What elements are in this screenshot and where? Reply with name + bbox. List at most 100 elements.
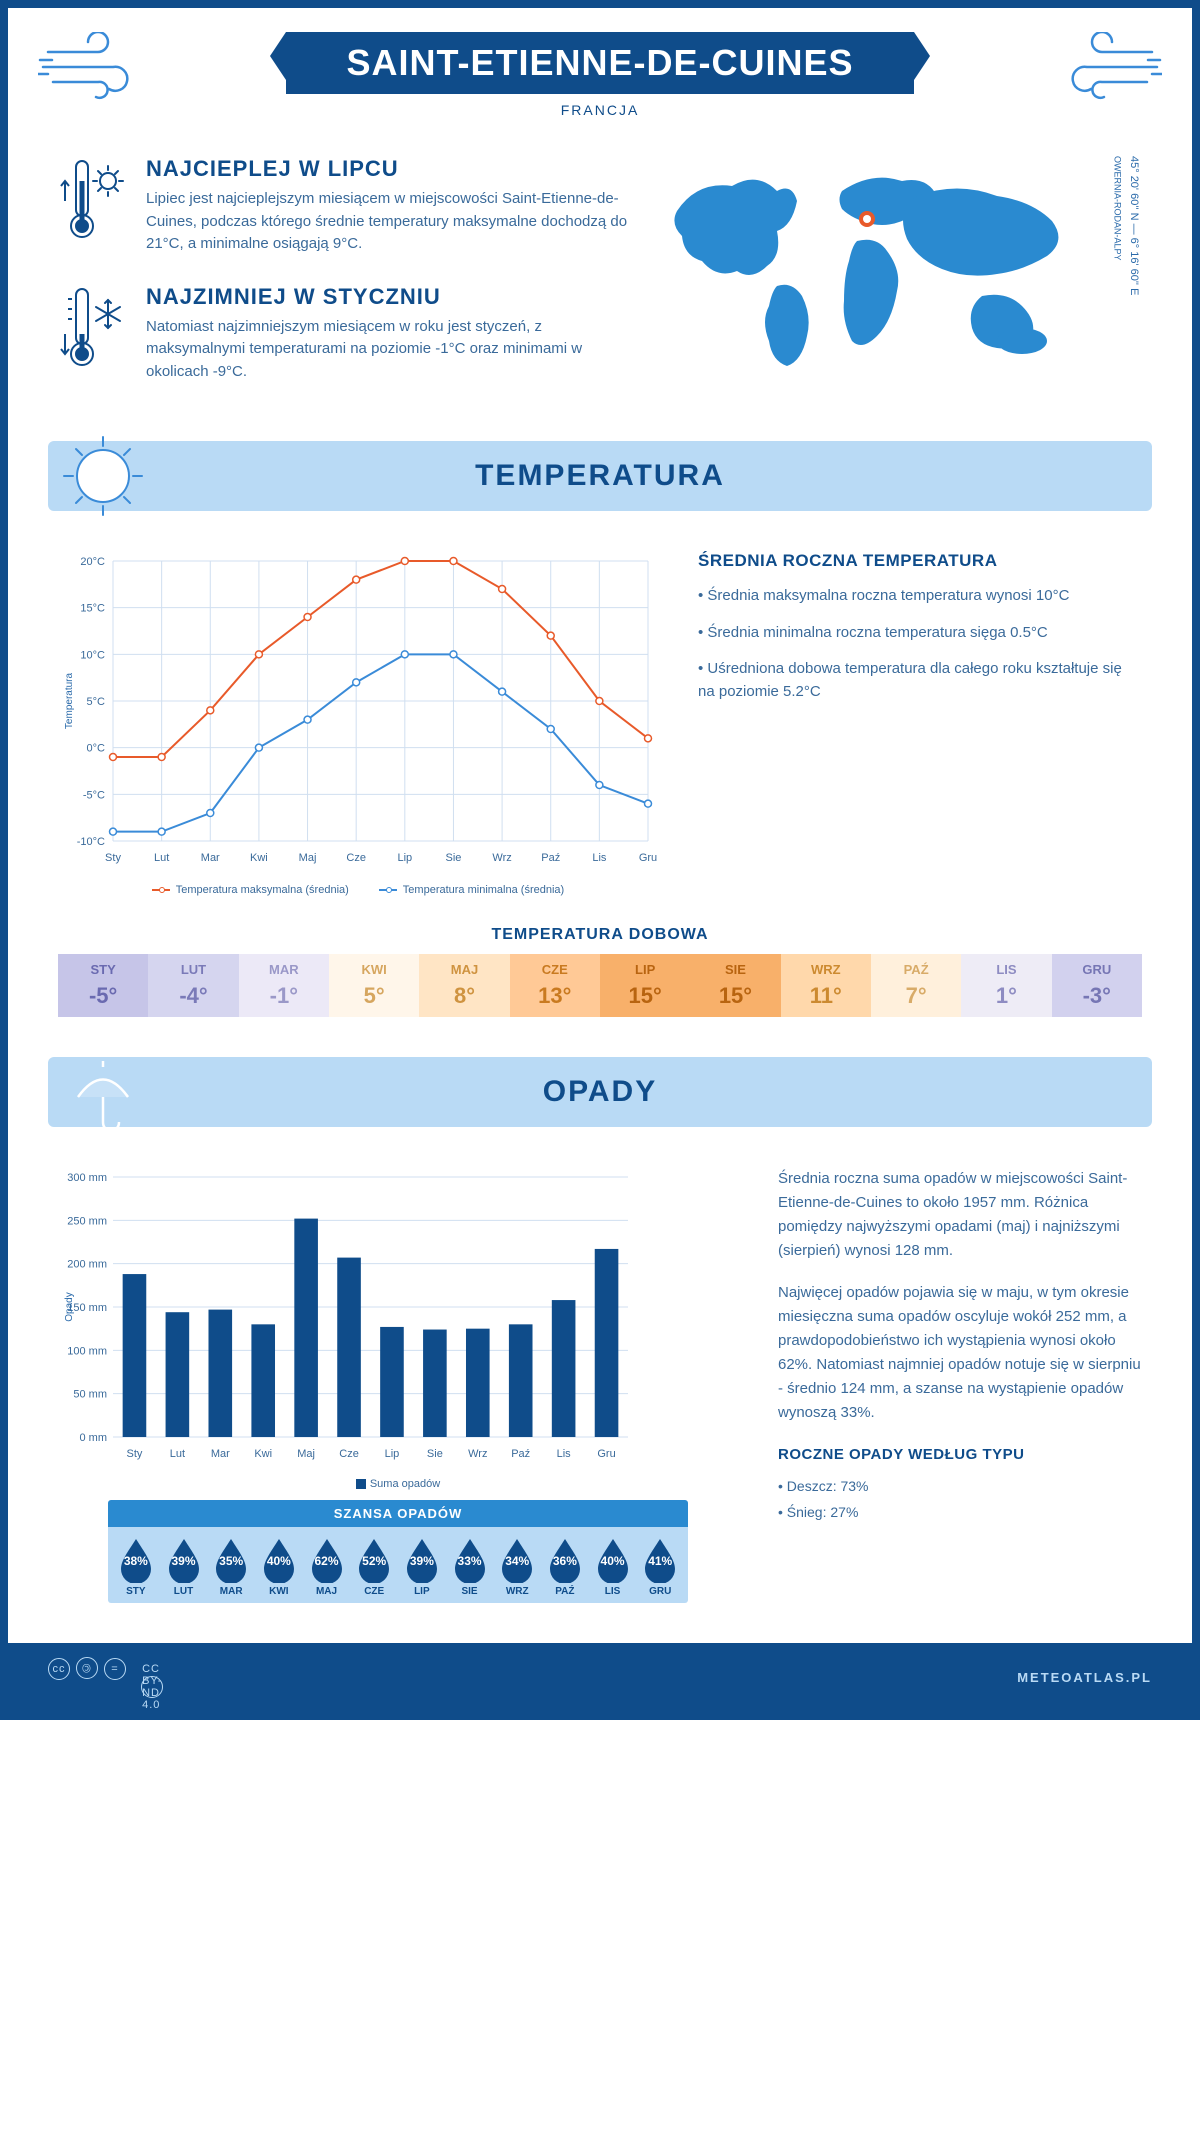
daily-cell: SIE15° [690,954,780,1017]
chance-cell: 39%LUT [160,1537,208,1597]
svg-text:Lip: Lip [397,852,412,864]
page-title: SAINT-ETIENNE-DE-CUINES [286,32,913,94]
hot-block: NAJCIEPLEJ W LIPCU Lipiec jest najcieple… [58,156,632,256]
chance-cell: 62%MAJ [303,1537,351,1597]
svg-text:Sie: Sie [427,1448,443,1460]
svg-text:Lis: Lis [592,852,607,864]
hot-heading: NAJCIEPLEJ W LIPCU [146,156,632,182]
temp-bullet: • Średnia minimalna roczna temperatura s… [698,622,1142,645]
daily-temp-table: STY-5°LUT-4°MAR-1°KWI5°MAJ8°CZE13°LIP15°… [58,954,1142,1017]
svg-text:-5°C: -5°C [83,789,105,801]
daily-cell: PAŹ7° [871,954,961,1017]
svg-text:5°C: 5°C [87,696,106,708]
chance-cell: 52%CZE [350,1537,398,1597]
thermometer-hot-icon [58,156,128,256]
svg-text:Mar: Mar [201,852,220,864]
svg-text:0°C: 0°C [87,743,106,755]
chance-cell: 39%LIP [398,1537,446,1597]
svg-text:Lut: Lut [170,1448,185,1460]
svg-text:Paź: Paź [541,852,560,864]
svg-text:20°C: 20°C [80,556,105,568]
svg-text:Kwi: Kwi [254,1448,272,1460]
temp-section-title: TEMPERATURA [48,441,1152,511]
chance-cell: 40%LIS [589,1537,637,1597]
cold-desc: Natomiast najzimniejszym miesiącem w rok… [146,316,632,384]
cold-block: NAJZIMNIEJ W STYCZNIU Natomiast najzimni… [58,284,632,384]
chance-cell: 34%WRZ [493,1537,541,1597]
chance-cell: 35%MAR [207,1537,255,1597]
thermometer-cold-icon [58,284,128,384]
precip-para-1: Średnia roczna suma opadów w miejscowośc… [778,1167,1142,1263]
cold-heading: NAJZIMNIEJ W STYCZNIU [146,284,632,310]
cc-icon: cc [48,1658,70,1680]
precip-rain: • Deszcz: 73% [778,1475,1142,1497]
cc-license: cc🄯= CC BY-ND 4.0 [48,1657,169,1698]
wind-icon [38,32,158,102]
umbrella-icon [58,1047,148,1137]
nd-icon: = [104,1658,126,1680]
svg-text:Wrz: Wrz [468,1448,487,1460]
svg-text:Lip: Lip [385,1448,400,1460]
chance-cell: 40%KWI [255,1537,303,1597]
daily-cell: WRZ11° [781,954,871,1017]
svg-text:10°C: 10°C [80,649,105,661]
footer: cc🄯= CC BY-ND 4.0 METEOATLAS.PL [8,1643,1192,1712]
coords-region: OWERNIA-RODAN-ALPY [1110,156,1124,295]
hot-desc: Lipiec jest najcieplejszym miesiącem w m… [146,188,632,256]
svg-text:Cze: Cze [346,852,366,864]
svg-text:Gru: Gru [639,852,657,864]
by-icon: 🄯 [76,1657,98,1679]
precip-snow: • Śnieg: 27% [778,1501,1142,1523]
daily-cell: KWI5° [329,954,419,1017]
rain-chance-box: SZANSA OPADÓW 38%STY39%LUT35%MAR40%KWI62… [108,1500,688,1603]
svg-text:-10°C: -10°C [77,836,105,848]
legend-max: Temperatura maksymalna (średnia) [176,884,349,896]
chance-heading: SZANSA OPADÓW [108,1500,688,1527]
svg-text:Opady: Opady [64,1292,75,1321]
chance-cell: 41%GRU [636,1537,684,1597]
daily-cell: GRU-3° [1052,954,1142,1017]
legend-min: Temperatura minimalna (średnia) [403,884,564,896]
svg-text:Sty: Sty [105,852,121,864]
svg-text:0 mm: 0 mm [80,1432,108,1444]
daily-cell: MAR-1° [239,954,329,1017]
header: SAINT-ETIENNE-DE-CUINES FRANCJA [8,8,1192,126]
svg-text:100 mm: 100 mm [67,1345,107,1357]
svg-text:Paź: Paź [511,1448,530,1460]
temp-bullet: • Uśredniona dobowa temperatura dla całe… [698,658,1142,703]
daily-cell: LIP15° [600,954,690,1017]
svg-text:Maj: Maj [299,852,317,864]
temperature-chart: -10°C-5°C0°C5°C10°C15°C20°CStyLutMarKwiM… [58,551,658,896]
temp-info-heading: ŚREDNIA ROCZNA TEMPERATURA [698,551,1142,571]
world-map: 45° 20' 60'' N — 6° 16' 60'' E OWERNIA-R… [662,156,1142,411]
subtitle: FRANCJA [8,102,1192,118]
svg-text:Lis: Lis [557,1448,572,1460]
svg-text:Cze: Cze [339,1448,359,1460]
svg-text:Maj: Maj [297,1448,315,1460]
chance-cell: 33%SIE [446,1537,494,1597]
svg-text:Sie: Sie [446,852,462,864]
daily-cell: MAJ8° [419,954,509,1017]
svg-text:Gru: Gru [597,1448,615,1460]
svg-text:200 mm: 200 mm [67,1259,107,1271]
svg-text:Temperatura: Temperatura [64,672,75,729]
svg-text:Wrz: Wrz [492,852,511,864]
daily-cell: CZE13° [510,954,600,1017]
daily-temp-heading: TEMPERATURA DOBOWA [8,926,1192,944]
svg-text:Mar: Mar [211,1448,230,1460]
chance-cell: 36%PAŹ [541,1537,589,1597]
precipitation-chart: 0 mm50 mm100 mm150 mm200 mm250 mm300 mmS… [58,1167,738,1490]
svg-text:Lut: Lut [154,852,169,864]
svg-text:50 mm: 50 mm [73,1389,107,1401]
temp-bullet: • Średnia maksymalna roczna temperatura … [698,585,1142,608]
precip-type-heading: ROCZNE OPADY WEDŁUG TYPU [778,1443,1142,1467]
daily-cell: LIS1° [961,954,1051,1017]
svg-text:300 mm: 300 mm [67,1172,107,1184]
footer-brand: METEOATLAS.PL [1017,1670,1152,1685]
sun-icon [58,431,148,521]
precip-para-2: Najwięcej opadów pojawia się w maju, w t… [778,1281,1142,1425]
svg-text:Sty: Sty [127,1448,143,1460]
bar-legend: Suma opadów [370,1478,440,1490]
wind-icon [1042,32,1162,102]
daily-cell: LUT-4° [148,954,238,1017]
